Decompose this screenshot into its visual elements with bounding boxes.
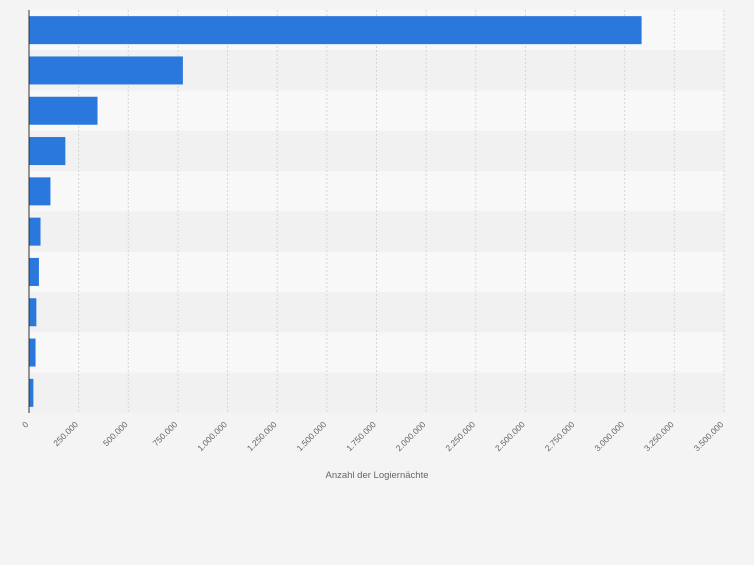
x-tick-label: 3.500.000 <box>692 419 726 453</box>
x-tick-label: 250.000 <box>51 419 80 448</box>
x-tick-label: 3.250.000 <box>642 419 676 453</box>
x-tick-labels: 0 250.000 500.000 750.000 1.000.000 1.250.000… <box>20 419 726 453</box>
x-tick-label: 1.500.000 <box>294 419 328 453</box>
x-axis-label: Anzahl der Logiernächte <box>326 470 429 481</box>
bar <box>29 137 66 166</box>
x-tick-label: 2.500.000 <box>493 419 527 453</box>
bar <box>29 177 51 206</box>
bar <box>29 16 642 45</box>
bars <box>29 16 642 407</box>
x-tick-label: 2.250.000 <box>443 419 477 453</box>
bar <box>29 378 34 407</box>
bar <box>29 96 98 125</box>
x-tick-label: 500.000 <box>101 419 130 448</box>
x-tick-label: 1.250.000 <box>245 419 279 453</box>
bar <box>29 338 36 367</box>
x-tick-label: 0 <box>20 419 31 430</box>
x-tick-label: 2.750.000 <box>543 419 577 453</box>
bar <box>29 298 37 327</box>
x-tick-label: 2.000.000 <box>394 419 428 453</box>
bar <box>29 56 183 85</box>
x-tick-label: 750.000 <box>151 419 180 448</box>
gridlines <box>78 10 725 413</box>
bar <box>29 257 39 286</box>
x-tick-label: 1.000.000 <box>195 419 229 453</box>
x-tick-label: 3.000.000 <box>592 419 626 453</box>
bar <box>29 217 41 246</box>
x-tick-label: 1.750.000 <box>344 419 378 453</box>
